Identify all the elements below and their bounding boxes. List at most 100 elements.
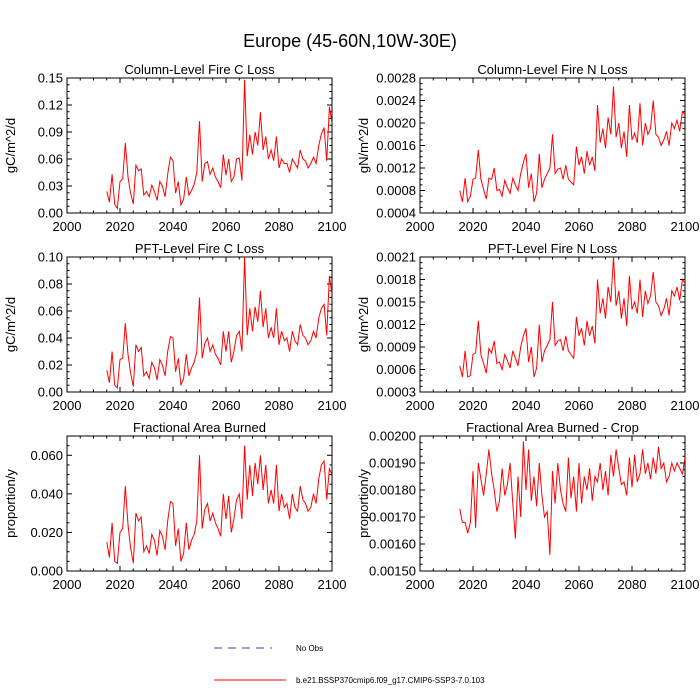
x-tick-label: 2040	[159, 577, 188, 592]
x-tick-label: 2040	[512, 398, 541, 413]
x-tick-label: 2000	[406, 398, 435, 413]
y-tick-label: 0.04	[38, 331, 63, 346]
x-tick-label: 2020	[106, 219, 135, 234]
x-tick-label: 2100	[318, 219, 347, 234]
chart-title: PFT-Level Fire C Loss	[135, 241, 265, 256]
y-tick-label: 0.0018	[376, 272, 416, 287]
x-tick-label: 2080	[618, 219, 647, 234]
x-tick-label: 2100	[671, 398, 700, 413]
plot-frame	[419, 435, 686, 572]
y-tick-label: 0.15	[38, 71, 63, 86]
figure-title: Europe (45-60N,10W-30E)	[243, 31, 457, 51]
x-tick-label: 2020	[459, 219, 488, 234]
y-axis-label: gN/m^2/d	[356, 297, 371, 352]
legend: No Obs b.e21.BSSP370cmip6.f09_g17.CMIP6-…	[214, 644, 485, 685]
x-tick-label: 2000	[406, 577, 435, 592]
x-tick-label: 2020	[106, 398, 135, 413]
y-tick-label: 0.000	[30, 564, 63, 579]
x-tick-label: 2060	[565, 577, 594, 592]
y-tick-label: 0.0024	[376, 93, 416, 108]
series-line	[459, 441, 685, 555]
y-tick-label: 0.00	[38, 385, 63, 400]
y-tick-label: 0.0009	[376, 340, 416, 355]
chart-panel-5: Fractional Area Burned 2000 2020 2040 2060 20…	[3, 420, 346, 592]
y-tick-label: 0.0015	[376, 295, 416, 310]
panels: Column-Level Fire C Loss 2000 2020 2040 2060…	[3, 62, 699, 592]
y-tick-label: 0.0003	[376, 385, 416, 400]
x-tick-label: 2080	[618, 577, 647, 592]
x-tick-label: 2100	[318, 398, 347, 413]
x-tick-label: 2080	[265, 398, 294, 413]
series-line	[106, 79, 332, 211]
x-tick-label: 2080	[265, 219, 294, 234]
y-tick-label: 0.06	[38, 152, 63, 167]
y-tick-label: 0.00150	[369, 564, 416, 579]
y-tick-label: 0.0012	[376, 317, 416, 332]
y-tick-label: 0.09	[38, 125, 63, 140]
x-tick-label: 2060	[212, 219, 241, 234]
y-axis-label: proportion/y	[3, 469, 18, 538]
x-tick-label: 2020	[459, 577, 488, 592]
chart-panel-4: PFT-Level Fire N Loss 2000 2020 2040 2060 208…	[356, 241, 699, 413]
y-tick-label: 0.06	[38, 304, 63, 319]
x-tick-label: 2000	[53, 219, 82, 234]
y-tick-label: 0.0028	[376, 71, 416, 86]
y-tick-label: 0.00180	[369, 483, 416, 498]
y-tick-label: 0.00200	[369, 429, 416, 444]
y-axis-label: gC/m^2/d	[3, 118, 18, 173]
x-tick-label: 2100	[318, 577, 347, 592]
y-tick-label: 0.040	[30, 486, 63, 501]
y-axis-label: gC/m^2/d	[3, 297, 18, 352]
x-tick-label: 2020	[459, 398, 488, 413]
x-tick-label: 2080	[618, 398, 647, 413]
chart-panel-3: PFT-Level Fire C Loss 2000 2020 2040 2060 208…	[3, 241, 346, 413]
x-tick-label: 2000	[406, 219, 435, 234]
y-axis-label: proportion/y	[356, 469, 371, 538]
x-tick-label: 2040	[159, 398, 188, 413]
y-tick-label: 0.10	[38, 250, 63, 265]
x-tick-label: 2060	[212, 398, 241, 413]
x-tick-label: 2020	[106, 577, 135, 592]
y-tick-label: 0.0008	[376, 183, 416, 198]
plot-frame	[419, 77, 686, 214]
x-tick-label: 2000	[53, 398, 82, 413]
y-tick-label: 0.0016	[376, 138, 416, 153]
chart-panel-6: Fractional Area Burned - Crop 2000 2020 204…	[356, 420, 699, 592]
y-tick-label: 0.0004	[376, 206, 416, 221]
series-line	[106, 257, 332, 390]
x-tick-label: 2060	[565, 219, 594, 234]
x-tick-label: 2080	[265, 577, 294, 592]
y-tick-label: 0.08	[38, 277, 63, 292]
chart-title: Column-Level Fire C Loss	[124, 62, 275, 77]
x-tick-label: 2040	[512, 219, 541, 234]
x-tick-label: 2100	[671, 219, 700, 234]
y-tick-label: 0.00190	[369, 456, 416, 471]
y-tick-label: 0.060	[30, 448, 63, 463]
chart-title: PFT-Level Fire N Loss	[488, 241, 618, 256]
y-tick-label: 0.12	[38, 98, 63, 113]
x-tick-label: 2040	[159, 219, 188, 234]
y-tick-label: 0.020	[30, 525, 63, 540]
chart-title: Fractional Area Burned	[133, 420, 266, 435]
y-tick-label: 0.02	[38, 358, 63, 373]
y-tick-label: 0.0012	[376, 161, 416, 176]
x-tick-label: 2040	[512, 577, 541, 592]
legend-model-label: b.e21.BSSP370cmip6.f09_g17.CMIP6-SSP3-7.…	[296, 676, 485, 685]
series-line	[459, 86, 685, 204]
y-tick-label: 0.00	[38, 206, 63, 221]
y-tick-label: 0.0020	[376, 116, 416, 131]
plot-frame	[419, 256, 686, 393]
y-axis-label: gN/m^2/d	[356, 118, 371, 173]
chart-panel-2: Column-Level Fire N Loss 2000 2020 2040 2060…	[356, 62, 699, 234]
y-tick-label: 0.0021	[376, 250, 416, 265]
y-tick-label: 0.00160	[369, 537, 416, 552]
y-tick-label: 0.03	[38, 179, 63, 194]
x-tick-label: 2100	[671, 577, 700, 592]
x-tick-label: 2060	[565, 398, 594, 413]
series-line	[106, 445, 332, 565]
y-tick-label: 0.0006	[376, 362, 416, 377]
y-tick-label: 0.00170	[369, 510, 416, 525]
chart-title: Column-Level Fire N Loss	[477, 62, 628, 77]
chart-title: Fractional Area Burned - Crop	[466, 420, 639, 435]
